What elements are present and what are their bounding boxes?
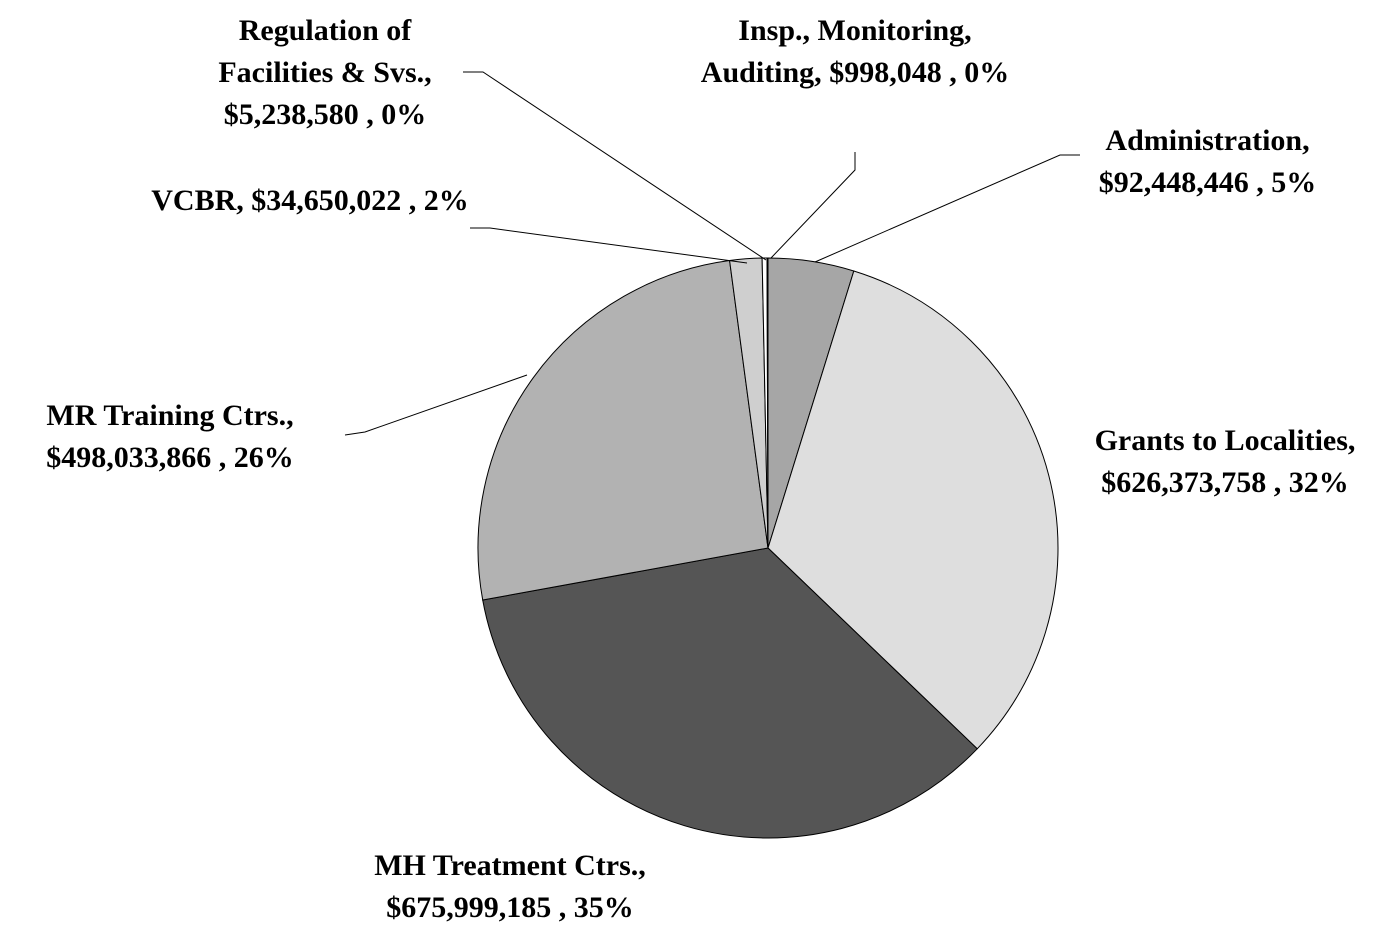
slices bbox=[477, 257, 1059, 839]
value-label: $998,048 , 0% bbox=[829, 56, 1010, 89]
slice-label: MH Treatment Ctrs., $675,999,185 , 35% bbox=[320, 845, 700, 929]
value-label: $498,033,866 , 26% bbox=[46, 441, 294, 474]
pie-slice bbox=[767, 270, 1059, 750]
pie-slice bbox=[482, 547, 978, 839]
pie-slice bbox=[766, 257, 769, 549]
slice-label: VCBR, $34,650,022 , 2% bbox=[135, 180, 485, 222]
category-label: MH Treatment Ctrs., bbox=[374, 849, 646, 882]
leader-line bbox=[463, 71, 767, 261]
value-label: $92,448,446 , 5% bbox=[1098, 166, 1317, 199]
category-label: VCBR, bbox=[151, 184, 244, 217]
value-label: $5,238,580 , 0% bbox=[223, 98, 427, 131]
pie-slice bbox=[477, 259, 769, 601]
slice-label: MR Training Ctrs., $498,033,866 , 26% bbox=[5, 395, 335, 479]
leader-line bbox=[344, 374, 528, 436]
slice-label: Insp., Monitoring, Auditing, $998,048 , … bbox=[700, 10, 1010, 94]
category-label: Administration, bbox=[1105, 124, 1310, 157]
leader-line bbox=[770, 152, 856, 259]
slice-label: Administration, $92,448,446 , 5% bbox=[1070, 120, 1345, 204]
category-label: Insp., Monitoring, Auditing, bbox=[700, 14, 972, 89]
value-label: $626,373,758 , 32% bbox=[1101, 466, 1349, 499]
leader-line bbox=[470, 227, 748, 264]
category-label: MR Training Ctrs., bbox=[46, 399, 294, 432]
value-label: $675,999,185 , 35% bbox=[386, 891, 634, 924]
leader-lines bbox=[344, 71, 1080, 436]
slice-label: Regulation of Facilities & Svs., $5,238,… bbox=[190, 10, 460, 136]
leader-line bbox=[814, 154, 1080, 263]
value-label: $34,650,022 , 2% bbox=[251, 184, 469, 217]
category-label: Grants to Localities, bbox=[1094, 424, 1356, 457]
category-label: Regulation of Facilities & Svs., bbox=[218, 14, 432, 89]
slice-label: Grants to Localities, $626,373,758 , 32% bbox=[1065, 420, 1385, 504]
